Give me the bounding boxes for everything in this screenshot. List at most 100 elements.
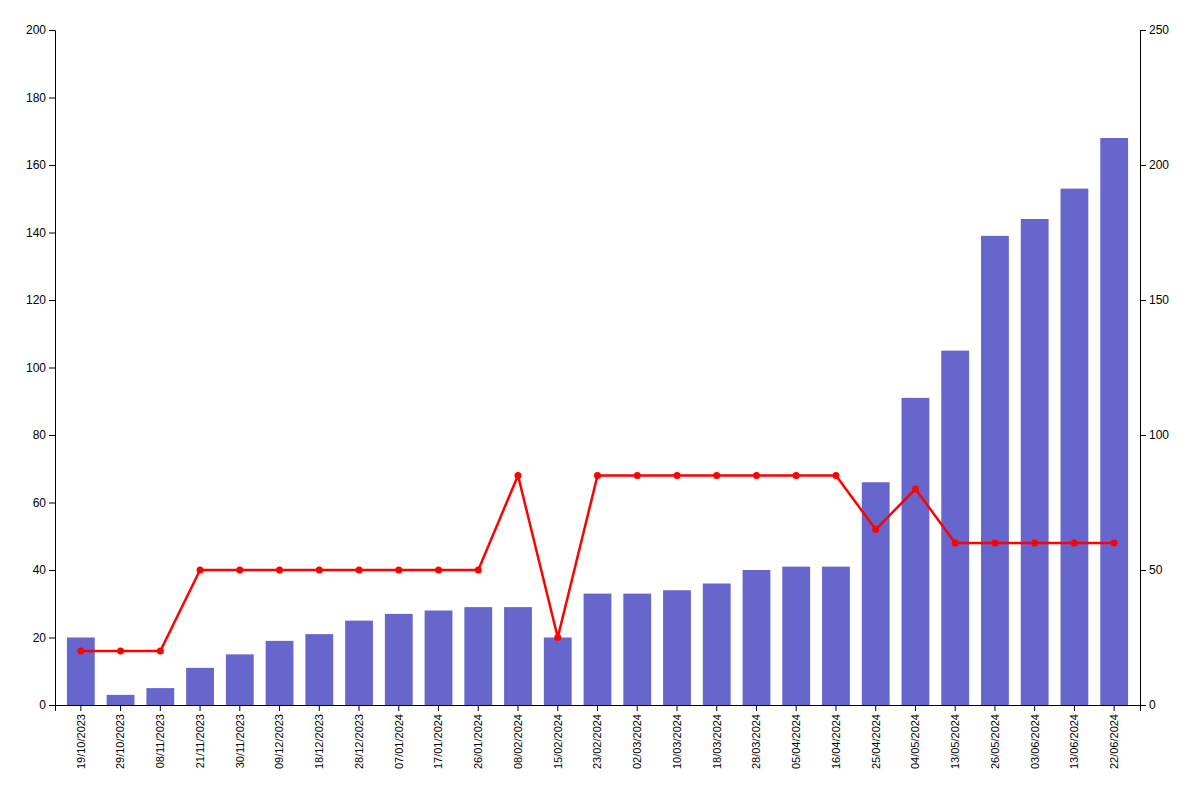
bar (584, 594, 612, 705)
tick: 21/11/2023 (194, 705, 206, 768)
marker (554, 634, 561, 641)
tick: 28/12/2023 (353, 705, 365, 769)
tick: 10/03/2024 (671, 705, 683, 769)
tick: 60 (33, 496, 55, 510)
tick-label: 03/06/2024 (1029, 714, 1041, 769)
tick-label: 80 (33, 428, 47, 442)
tick-mark (1140, 435, 1146, 436)
tick-mark (875, 705, 876, 711)
marker (475, 567, 482, 574)
tick: 150 (1140, 293, 1169, 307)
tick-mark (49, 638, 55, 639)
tick: 0 (39, 698, 55, 712)
tick: 15/02/2024 (552, 705, 564, 769)
tick: 40 (33, 563, 55, 577)
tick-mark (955, 705, 956, 711)
tick-label: 150 (1149, 293, 1169, 307)
tick-mark (1074, 705, 1075, 711)
plot: 19/10/202329/10/202308/11/202321/11/2023… (26, 23, 1169, 769)
tick-label: 18/12/2023 (313, 714, 325, 769)
bar (822, 567, 850, 705)
marker (236, 567, 243, 574)
tick-mark (597, 705, 598, 711)
bar (107, 695, 135, 705)
tick: 140 (26, 226, 55, 240)
tick: 250 (1140, 23, 1169, 37)
tick-mark (398, 705, 399, 711)
tick: 50 (1140, 563, 1163, 577)
tick: 200 (1140, 158, 1169, 172)
tick-label: 17/01/2024 (432, 714, 444, 769)
tick-label: 0 (39, 698, 46, 712)
tick: 180 (26, 91, 55, 105)
tick-label: 19/10/2023 (75, 714, 87, 769)
tick-label: 18/03/2024 (711, 714, 723, 769)
tick-label: 23/02/2024 (591, 714, 603, 769)
bar (266, 641, 294, 705)
tick-label: 04/05/2024 (909, 714, 921, 769)
tick-mark (676, 705, 677, 711)
tick-label: 10/03/2024 (671, 714, 683, 769)
bar (782, 567, 810, 705)
tick-mark (1140, 300, 1146, 301)
bar (385, 614, 413, 705)
tick-label: 60 (33, 496, 47, 510)
tick-mark (49, 368, 55, 369)
tick-label: 13/06/2024 (1068, 714, 1080, 769)
tick-label: 09/12/2023 (273, 714, 285, 769)
tick-label: 21/11/2023 (194, 714, 206, 768)
bar (186, 668, 214, 705)
tick-label: 0 (1149, 698, 1156, 712)
tick: 22/06/2024 (1108, 705, 1120, 769)
tick-label: 40 (33, 563, 47, 577)
tick: 17/01/2024 (432, 705, 444, 769)
tick: 16/04/2024 (830, 705, 842, 769)
tick: 26/05/2024 (989, 705, 1001, 769)
tick-label: 08/02/2024 (512, 714, 524, 769)
tick: 200 (26, 23, 55, 37)
marks (67, 138, 1128, 705)
tick-mark (120, 705, 121, 711)
tick-mark (239, 705, 240, 711)
tick: 120 (26, 293, 55, 307)
tick: 20 (33, 631, 55, 645)
axis-line (1141, 31, 1147, 706)
tick-mark (1140, 705, 1146, 706)
tick-label: 250 (1149, 23, 1169, 37)
line-series (77, 472, 1117, 655)
marker (912, 486, 919, 493)
tick-mark (716, 705, 717, 711)
bar (902, 398, 930, 705)
tick-mark (49, 435, 55, 436)
tick: 160 (26, 158, 55, 172)
tick: 13/06/2024 (1068, 705, 1080, 769)
tick-label: 160 (26, 158, 46, 172)
tick-mark (160, 705, 161, 711)
bar (146, 688, 174, 705)
tick: 07/01/2024 (393, 705, 405, 769)
marker (117, 648, 124, 655)
tick: 25/04/2024 (870, 705, 882, 769)
tick: 30/11/2023 (234, 705, 246, 768)
marker (316, 567, 323, 574)
marker (952, 540, 959, 547)
marker (197, 567, 204, 574)
tick: 08/11/2023 (154, 705, 166, 768)
tick-label: 28/12/2023 (353, 714, 365, 769)
tick-mark (438, 705, 439, 711)
chart: 19/10/202329/10/202308/11/202321/11/2023… (0, 0, 1200, 800)
axis-line (56, 706, 1141, 712)
bar (1100, 138, 1128, 705)
bar (981, 236, 1009, 705)
tick-label: 26/05/2024 (989, 714, 1001, 769)
marker (753, 472, 760, 479)
tick-mark (49, 300, 55, 301)
tick-label: 16/04/2024 (830, 714, 842, 769)
tick-mark (756, 705, 757, 711)
tick-mark (796, 705, 797, 711)
marker (515, 472, 522, 479)
tick-label: 140 (26, 226, 46, 240)
tick-mark (49, 570, 55, 571)
bar (544, 638, 572, 706)
tick: 26/01/2024 (472, 705, 484, 769)
